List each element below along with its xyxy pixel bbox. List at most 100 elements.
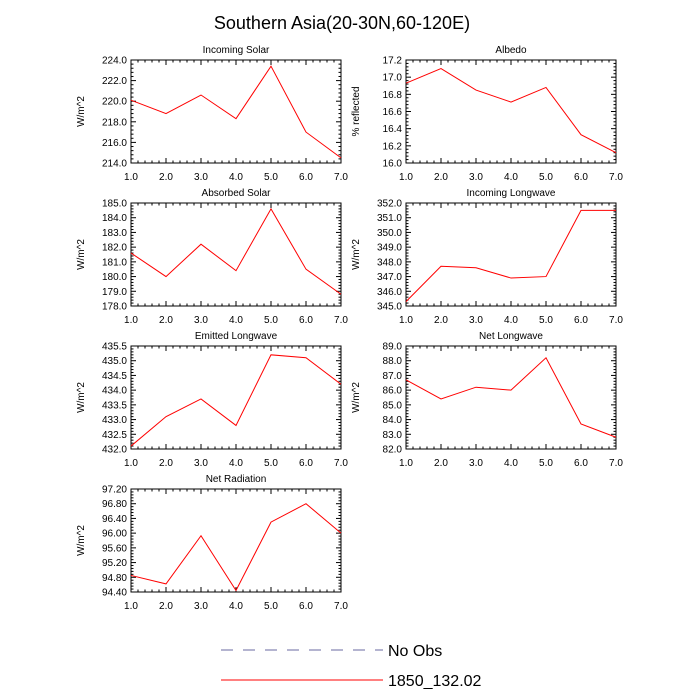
plot-frame [405,59,617,164]
x-tick-label: 2.0 [434,172,448,183]
series-line [130,354,342,447]
y-tick-label: 352.0 [377,199,402,210]
x-tick-label: 5.0 [264,172,278,183]
x-tick-label: 3.0 [194,315,208,326]
series-line [130,65,342,159]
plot-frame [405,202,617,307]
y-tick-label: 96.00 [102,529,127,540]
x-tick-label: 2.0 [159,172,173,183]
y-tick-label: 16.0 [383,159,403,170]
y-tick-label: 96.40 [102,514,127,525]
legend-series-label: 1850_132.02 [388,673,482,690]
y-axis-label: W/m^2 [351,239,362,270]
y-tick-label: 349.0 [377,243,402,254]
y-tick-label: 180.0 [102,272,127,283]
x-tick-label: 4.0 [504,315,518,326]
x-tick-label: 2.0 [434,458,448,469]
panel-title: Incoming Solar [203,45,270,56]
legend-no-obs-label: No Obs [388,643,442,660]
y-axis-label: W/m^2 [76,525,87,556]
y-tick-label: 182.0 [102,243,127,254]
x-tick-label: 7.0 [609,172,623,183]
series-line [405,68,617,154]
x-tick-label: 4.0 [229,458,243,469]
y-tick-label: 434.5 [102,371,127,382]
x-tick-label: 1.0 [124,172,138,183]
chart-panels: Incoming Solar W/m^2 214.0 216.0 218.0 220.0 2… [76,45,623,612]
y-tick-label: 185.0 [102,199,127,210]
chart-panel: Net Longwave W/m^2 82.0 83.0 84.0 85.0 86.0 87.… [351,331,623,469]
y-tick-label: 97.20 [102,485,127,496]
x-tick-label: 2.0 [434,315,448,326]
y-tick-label: 435.0 [102,356,127,367]
x-tick-label: 5.0 [539,172,553,183]
chart-panel: Net Radiation W/m^2 94.40 94.80 95.20 95.60 96… [76,474,348,612]
x-tick-label: 6.0 [574,315,588,326]
y-tick-label: 16.4 [383,124,403,135]
y-tick-label: 17.2 [383,56,403,67]
y-tick-label: 96.80 [102,499,127,510]
y-tick-label: 218.0 [102,117,127,128]
y-tick-label: 348.0 [377,257,402,268]
y-tick-label: 16.8 [383,90,403,101]
chart-panel: Incoming Solar W/m^2 214.0 216.0 218.0 220.0 2… [76,45,348,183]
plot-frame [130,59,342,164]
x-tick-label: 6.0 [299,601,313,612]
plot-frame [130,488,342,593]
plot-frame [130,345,342,450]
x-tick-label: 3.0 [469,172,483,183]
y-tick-label: 351.0 [377,213,402,224]
plot-frame [130,202,342,307]
x-tick-label: 7.0 [334,172,348,183]
y-tick-label: 17.0 [383,73,403,84]
y-tick-label: 224.0 [102,56,127,67]
y-tick-label: 181.0 [102,257,127,268]
y-tick-label: 432.0 [102,445,127,456]
x-tick-label: 1.0 [399,315,413,326]
x-tick-label: 2.0 [159,458,173,469]
x-tick-label: 3.0 [194,601,208,612]
legend: No Obs 1850_132.02 [221,643,482,690]
series-line [130,207,342,295]
y-tick-label: 84.0 [383,415,403,426]
y-tick-label: 183.0 [102,228,127,239]
x-tick-label: 6.0 [299,458,313,469]
panel-title: Net Radiation [206,474,267,485]
x-tick-label: 3.0 [469,458,483,469]
series-line [405,356,617,438]
x-tick-label: 4.0 [504,458,518,469]
y-tick-label: 435.5 [102,342,127,353]
y-tick-label: 87.0 [383,371,403,382]
x-tick-label: 5.0 [264,458,278,469]
x-tick-label: 4.0 [229,601,243,612]
panel-title: Net Longwave [479,331,543,342]
x-tick-label: 7.0 [609,315,623,326]
y-tick-label: 220.0 [102,97,127,108]
y-tick-label: 85.0 [383,400,403,411]
x-tick-label: 3.0 [194,172,208,183]
series-line [130,503,342,592]
y-axis-label: W/m^2 [76,382,87,413]
x-tick-label: 5.0 [539,315,553,326]
y-tick-label: 178.0 [102,302,127,313]
panel-title: Incoming Longwave [467,188,556,199]
x-tick-label: 1.0 [124,458,138,469]
x-tick-label: 6.0 [299,315,313,326]
y-axis-label: W/m^2 [351,382,362,413]
panel-title: Absorbed Solar [202,188,272,199]
chart-panel: Incoming Longwave W/m^2 345.0 346.0 347.0 348… [351,188,623,326]
y-tick-label: 347.0 [377,272,402,283]
y-tick-label: 82.0 [383,445,403,456]
x-tick-label: 4.0 [504,172,518,183]
y-tick-label: 95.20 [102,558,127,569]
y-tick-label: 89.0 [383,342,403,353]
y-tick-label: 434.0 [102,386,127,397]
x-tick-label: 1.0 [399,172,413,183]
y-tick-label: 346.0 [377,287,402,298]
chart-panel: Emitted Longwave W/m^2 432.0 432.5 433.0 433.… [76,331,348,469]
x-tick-label: 1.0 [124,315,138,326]
x-tick-label: 6.0 [299,172,313,183]
y-tick-label: 179.0 [102,287,127,298]
y-tick-label: 345.0 [377,302,402,313]
y-axis-label: W/m^2 [76,239,87,270]
